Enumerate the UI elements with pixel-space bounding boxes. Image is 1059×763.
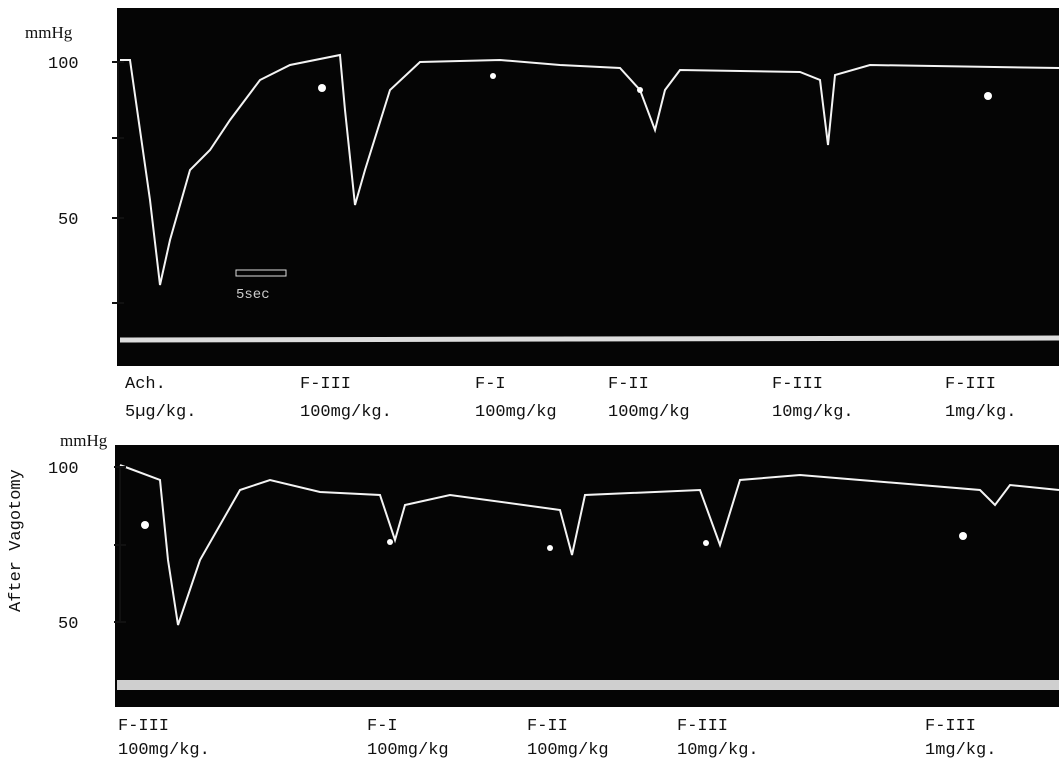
dose-label: 5µg/kg. bbox=[125, 403, 196, 422]
dose-label: 10mg/kg. bbox=[677, 741, 759, 760]
drug-label: F-III bbox=[945, 375, 996, 394]
bottom-baseline bbox=[117, 680, 1059, 690]
dose-label: 100mg/kg bbox=[367, 741, 449, 760]
bottom-tick-label: 50 bbox=[58, 615, 78, 634]
scale-label: 5sec bbox=[236, 287, 270, 303]
drug-label: Ach. bbox=[125, 375, 166, 394]
top-recording bbox=[117, 8, 1059, 366]
dose-label: 1mg/kg. bbox=[945, 403, 1016, 422]
drug-label: F-II bbox=[608, 375, 649, 394]
drug-label: F-III bbox=[118, 717, 169, 736]
kymograph-figure: 5sec mmHg 100 50 mmHg 100 50 After Vagot… bbox=[0, 0, 1059, 763]
bottom-tick-label: 100 bbox=[48, 460, 79, 479]
top-baseline bbox=[120, 338, 1059, 340]
dose-label: 100mg/kg bbox=[527, 741, 609, 760]
dose-label: 100mg/kg bbox=[475, 403, 557, 422]
dose-label: 100mg/kg bbox=[608, 403, 690, 422]
bottom-unit: mmHg bbox=[60, 431, 108, 450]
top-unit: mmHg bbox=[25, 23, 73, 42]
top-tick-label: 50 bbox=[58, 211, 78, 230]
dose-label: 1mg/kg. bbox=[925, 741, 996, 760]
drug-label: F-III bbox=[677, 717, 728, 736]
drug-label: F-III bbox=[925, 717, 976, 736]
drug-label: F-III bbox=[772, 375, 823, 394]
drug-label: F-I bbox=[367, 717, 398, 736]
side-label: After Vagotomy bbox=[7, 469, 26, 612]
dose-label: 100mg/kg. bbox=[118, 741, 210, 760]
drug-label: F-II bbox=[527, 717, 568, 736]
dose-label: 10mg/kg. bbox=[772, 403, 854, 422]
drug-label: F-I bbox=[475, 375, 506, 394]
drug-label: F-III bbox=[300, 375, 351, 394]
dose-label: 100mg/kg. bbox=[300, 403, 392, 422]
top-tick-label: 100 bbox=[48, 55, 79, 74]
